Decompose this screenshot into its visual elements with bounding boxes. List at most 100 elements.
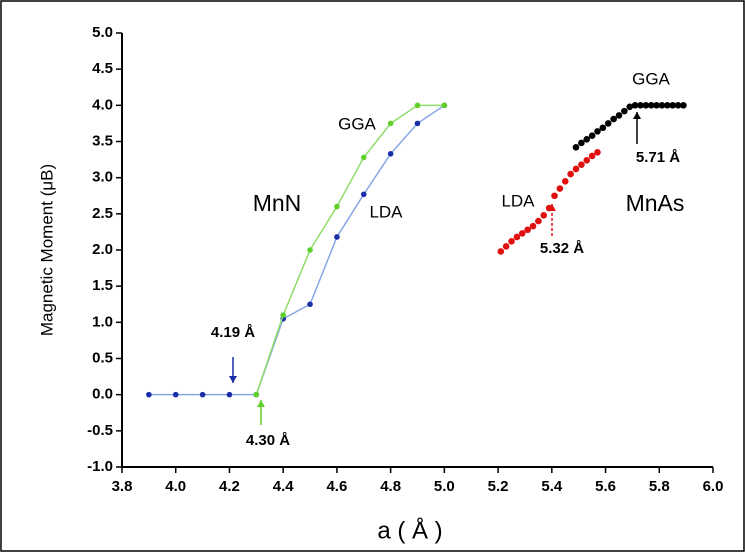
x-tick-label: 5.0 [434,478,455,495]
x-tick-label: 5.8 [649,478,670,495]
point [642,102,650,109]
point [578,161,585,168]
point [578,139,585,147]
point [535,217,542,225]
point [664,102,671,109]
y-tick-label: 4.0 [92,96,113,113]
y-tick-label: 1.0 [92,313,113,330]
point [146,391,152,398]
point [518,230,526,237]
point [556,185,564,192]
y-tick-label: -0.5 [87,422,113,439]
point [253,391,260,398]
point [674,102,682,109]
point [414,102,421,109]
annotation: MnN [253,190,302,216]
series-line [148,104,445,396]
point [508,238,515,245]
point [588,152,596,160]
point [583,157,591,164]
arrow-head [229,376,237,383]
point [334,203,340,210]
point [226,391,233,398]
annotation: 4.19 Å [211,324,255,341]
point [615,112,623,119]
point [669,102,677,109]
point [658,102,666,109]
annotation: LDA [369,202,403,221]
annotation: 4.30 Å [246,432,290,449]
point [172,391,179,398]
x-tick-label: 5.2 [488,478,509,495]
x-tick-label: 4.8 [380,478,401,495]
point [524,226,531,234]
point [583,136,591,143]
annotation: GGA [632,69,670,88]
point [307,301,313,308]
annotation: MnAs [626,190,685,216]
y-tick-label: 3.0 [92,169,113,186]
arrow-head [633,112,641,119]
x-tick-label: 4.6 [326,478,347,495]
point [621,107,628,115]
point [307,247,313,253]
point [387,120,394,127]
y-tick-label: 0.0 [92,386,113,403]
arrow-head [548,204,556,211]
point [540,211,548,219]
point [387,150,394,157]
x-tick-label: 3.8 [112,478,133,495]
point [414,120,421,127]
point [561,177,569,185]
y-tick-label: 2.0 [92,241,113,258]
x-tick-label: 5.6 [595,478,616,495]
point [441,102,448,109]
point [513,233,521,241]
y-tick-label: 4.5 [92,60,113,77]
x-tick-label: 5.4 [541,478,563,495]
point [680,102,687,109]
y-tick-label: -1.0 [87,458,113,475]
point [631,102,639,109]
point [604,120,612,127]
point [199,391,206,398]
x-tick-label: 4.0 [165,478,186,495]
point [529,222,537,230]
y-tick-label: 0.5 [92,349,113,366]
point [594,128,601,135]
annotation: GGA [338,114,376,133]
point [572,165,580,173]
x-tick-label: 6.0 [703,478,724,495]
x-tick-label: 4.4 [273,478,295,495]
point [360,191,367,198]
y-tick-label: 1.5 [92,277,113,294]
y-tick-label: 2.5 [92,205,113,222]
point [567,170,574,178]
y-tick-label: 3.5 [92,132,113,149]
x-tick-label: 4.2 [219,478,240,495]
point [360,154,367,161]
point [280,312,286,318]
point [497,248,505,255]
annotation: 5.71 Å [636,149,680,166]
point [637,102,644,109]
point [653,102,660,109]
point [599,124,607,132]
annotation: 5.32 Å [540,240,584,257]
point [594,149,601,156]
point [626,103,634,111]
x-axis-label: a ( Å ) [377,516,442,544]
annotation: LDA [501,191,535,210]
y-tick-label: 5.0 [92,24,113,41]
point [502,243,510,250]
point [551,192,558,200]
point [572,143,580,151]
y-axis-label: Magnetic Moment (μB) [37,164,56,336]
point [610,115,617,123]
point [334,234,340,240]
arrow-head [257,400,265,407]
series-line [255,104,445,395]
point [588,132,596,140]
